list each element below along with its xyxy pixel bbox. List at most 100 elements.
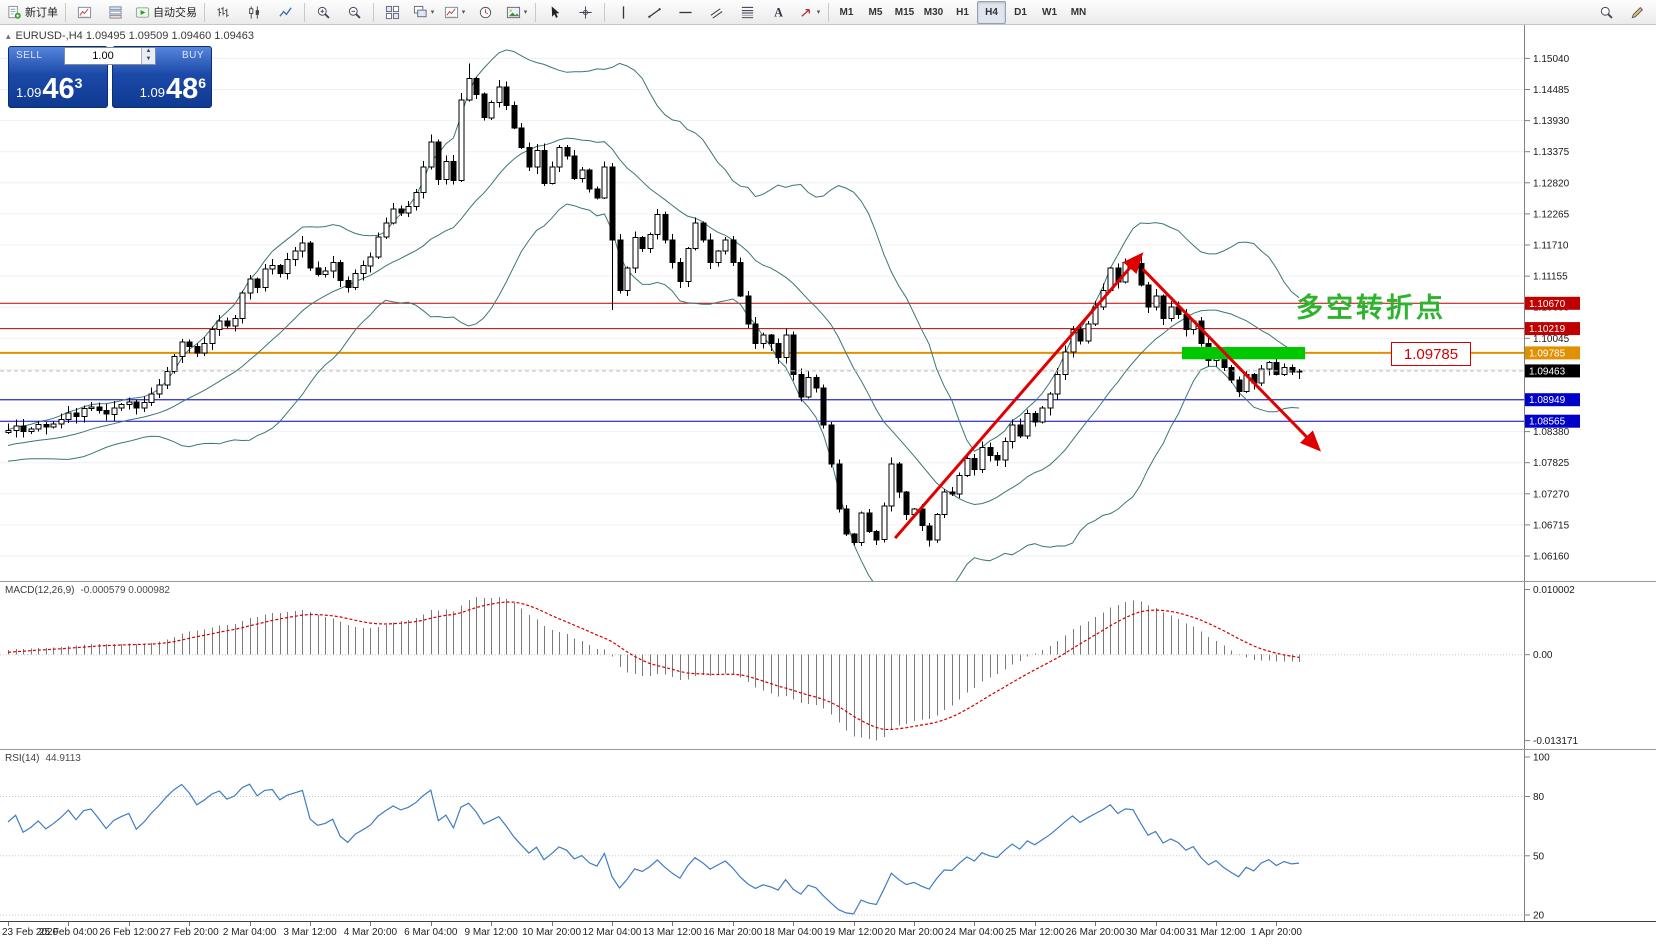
lot-size-input[interactable] [65, 48, 141, 64]
cascade-icon [413, 5, 428, 20]
toolbar-autotrading-button[interactable]: 自动交易 [131, 1, 201, 24]
toolbar-horizontal-line-button[interactable] [670, 1, 701, 24]
time-label: 13 Mar 12:00 [642, 927, 702, 938]
time-label: 9 Mar 12:00 [464, 927, 518, 938]
time-axis[interactable]: 23 Feb 2020 25 Feb 04:00 26 Feb 12:00 27 Fe… [0, 922, 1656, 944]
edit-icon [1630, 5, 1645, 20]
sell-price-point: 3 [74, 75, 83, 91]
toolbar-separator [204, 2, 205, 22]
rectangle-object[interactable] [1182, 347, 1306, 360]
template-icon [506, 5, 521, 20]
time-tick [552, 922, 553, 926]
arrows-tool-icon [799, 5, 814, 20]
lot-spinner: ▲ ▼ [141, 48, 155, 64]
toolbar-zoom-out-button[interactable] [339, 1, 370, 24]
lot-decrease-button[interactable]: ▼ [142, 56, 155, 64]
timeframe-mn-button[interactable]: MN [1070, 6, 1087, 18]
toolbar-search-button[interactable] [1591, 1, 1622, 24]
macd-signal-line [7, 601, 1300, 731]
time-label: 25 Mar 12:00 [1005, 927, 1065, 938]
price-scale[interactable]: 1.15040 1.14485 1.13930 1.13375 1.12820 1.122… [1524, 25, 1656, 582]
toolbar-new-chart-button[interactable]: ▾ [439, 1, 470, 24]
time-tick [974, 922, 975, 926]
toolbar-bar-chart-mode-button[interactable] [208, 1, 239, 24]
svg-text:0.010002: 0.010002 [1533, 585, 1575, 596]
macd-scale[interactable]: 0.010002 0.00 -0.013171 [1524, 582, 1656, 750]
sell-price-pips: 46 [42, 73, 75, 105]
toolbar-trendline-button[interactable] [639, 1, 670, 24]
toolbar-vertical-line-button[interactable] [608, 1, 639, 24]
toolbar-charts-button[interactable] [69, 1, 100, 24]
zoom-out-icon [347, 5, 362, 20]
one-click-trading-panel: SELL 1.09 46 3 BUY 1.09 48 6 ▲ ▼ [8, 46, 212, 108]
candles-layer [5, 63, 1303, 547]
hline-icon [678, 5, 693, 20]
time-tick [68, 922, 69, 926]
toolbar-period-clock-button[interactable] [470, 1, 501, 24]
toolbar-candlestick-mode-button[interactable] [239, 1, 270, 24]
toolbar-tile-windows-button[interactable] [377, 1, 408, 24]
toolbar-line-chart-mode-button[interactable] [270, 1, 301, 24]
rsi-indicator-pane[interactable]: 100 80 50 20 [0, 750, 1656, 922]
rsi-title: RSI(14) 44.9113 [5, 753, 81, 764]
toolbar-new-order-button[interactable]: 新订单 [3, 1, 62, 24]
svg-text:1.10045: 1.10045 [1533, 334, 1570, 345]
toolbar-quick-edit-button[interactable] [1622, 1, 1653, 24]
svg-text:1.06715: 1.06715 [1533, 520, 1570, 531]
buy-button[interactable]: BUY 1.09 48 6 [112, 46, 212, 108]
price-callout-label[interactable]: 1.09785 [1391, 342, 1471, 366]
toolbar-cursor-button[interactable] [539, 1, 570, 24]
time-tick [8, 922, 9, 926]
toolbar-fibonacci-button[interactable] [732, 1, 763, 24]
svg-text:80: 80 [1533, 792, 1545, 803]
search-icon [1599, 5, 1614, 20]
time-label: 16 Mar 20:00 [703, 927, 763, 938]
time-label: 31 Mar 12:00 [1186, 927, 1246, 938]
bar-chart-icon [216, 5, 231, 20]
toolbar-equidistant-channel-button[interactable] [701, 1, 732, 24]
toolbar-text-label-button[interactable]: A [763, 1, 794, 24]
toolbar-templates-button[interactable]: ▾ [501, 1, 532, 24]
timeframe-d1-button[interactable]: D1 [1014, 6, 1027, 18]
timeframe-w1-button[interactable]: W1 [1042, 6, 1057, 18]
candle-chart-icon [247, 5, 262, 20]
timeframe-m15-button[interactable]: M15 [894, 6, 915, 18]
toolbar-arrows-button[interactable]: ▾ [794, 1, 825, 24]
svg-text:1.10219: 1.10219 [1529, 324, 1566, 335]
macd-indicator-pane[interactable]: 0.010002 0.00 -0.013171 [0, 582, 1656, 750]
crosshair-icon [578, 5, 593, 20]
text-annotation-object[interactable]: 多空转折点 [1296, 293, 1446, 323]
chevron-down-icon: ▾ [523, 9, 528, 16]
chevron-down-icon: ▾ [461, 9, 466, 16]
rsi-scale[interactable]: 100 80 50 20 [1524, 750, 1656, 922]
time-label: 24 Mar 04:00 [944, 927, 1004, 938]
time-label: 19 Mar 12:00 [824, 927, 884, 938]
time-tick [1276, 922, 1277, 926]
bollinger-bands [7, 49, 1300, 582]
toolbar-zoom-in-button[interactable] [308, 1, 339, 24]
timeframe-h4-button[interactable]: H4 [977, 0, 1006, 24]
main-price-chart[interactable]: 1.15040 1.14485 1.13930 1.13375 1.12820 1.122… [0, 25, 1656, 582]
lot-increase-button[interactable]: ▲ [142, 48, 155, 56]
fibo-icon [740, 5, 755, 20]
trend-arrow-object[interactable] [893, 252, 1144, 540]
svg-text:20: 20 [1533, 911, 1545, 922]
toolbar-auto-arrange-button[interactable]: ▾ [408, 1, 439, 24]
toolbar-crosshair-button[interactable] [570, 1, 601, 24]
time-tick [1095, 922, 1096, 926]
sell-label: SELL [16, 50, 43, 61]
trend-arrow-object[interactable] [1141, 268, 1322, 452]
svg-text:1.10670: 1.10670 [1529, 299, 1566, 310]
timeframe-m30-button[interactable]: M30 [923, 6, 944, 18]
svg-text:1.15040: 1.15040 [1533, 54, 1570, 65]
timeframe-h1-button[interactable]: H1 [956, 6, 969, 18]
chevron-down-icon: ▾ [430, 9, 435, 16]
timeframe-m5-button[interactable]: M5 [868, 6, 883, 18]
timeframe-m1-button[interactable]: M1 [839, 6, 854, 18]
time-tick [189, 922, 190, 926]
lot-size-box: ▲ ▼ [64, 47, 156, 65]
toolbar: 新订单 自动交易 ▾ ▾ ▾ A ▾ M1 M5 M15 M30 H1 H4 D1 W1 MN [0, 0, 1656, 25]
rsi-line [7, 783, 1300, 915]
toolbar-market-depth-button[interactable] [100, 1, 131, 24]
one-click-collapse-toggle[interactable]: ▴ [6, 31, 11, 41]
